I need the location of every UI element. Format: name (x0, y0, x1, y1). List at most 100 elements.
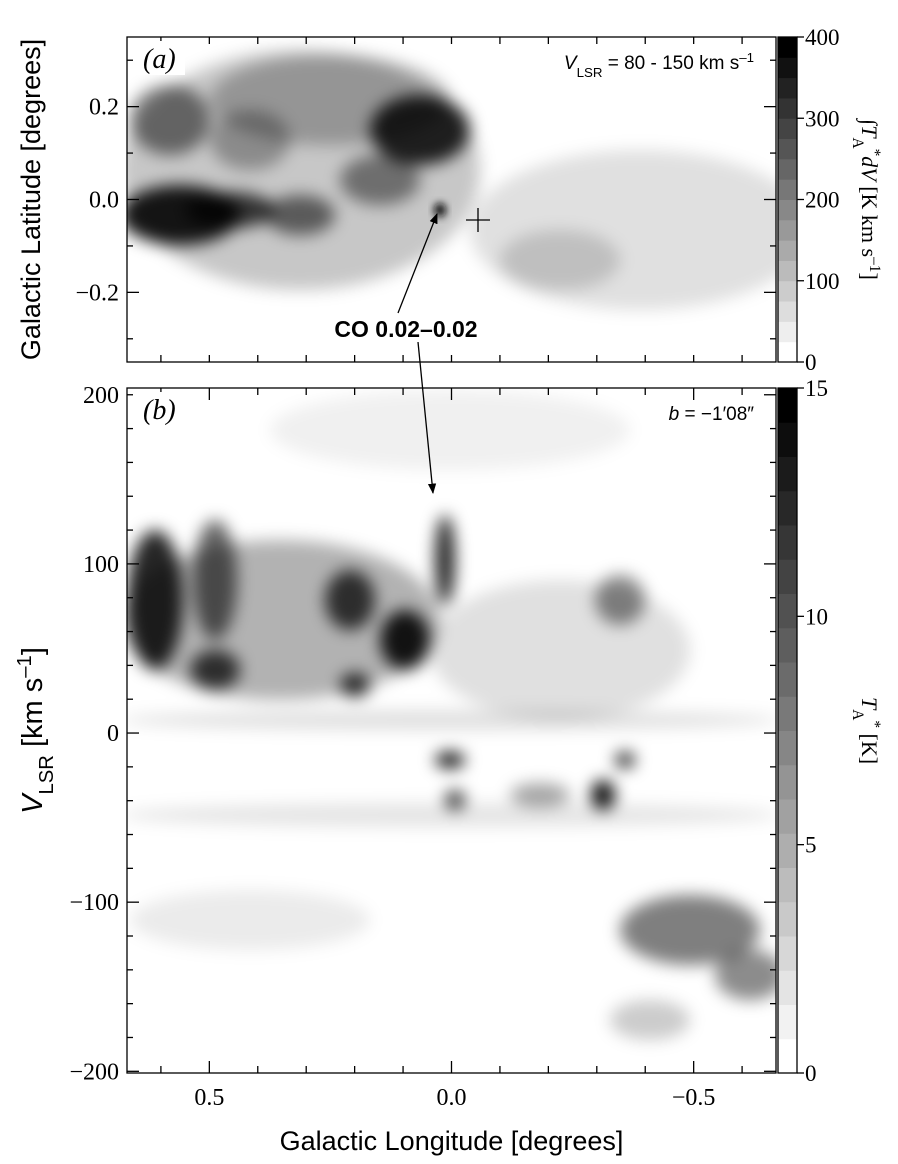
colorbar-step (778, 730, 797, 766)
colorbar-step (778, 696, 797, 731)
colorbar-label: TA* [K] (850, 697, 884, 764)
text-part: [km s (17, 678, 49, 755)
y-tick-label: 0 (107, 721, 119, 747)
colorbar-frame (777, 387, 798, 1074)
text-part: [K km s (857, 181, 882, 257)
colorbar-tick-label: 10 (805, 604, 828, 629)
text-part: ∫ (856, 117, 882, 127)
callout-arrow (417, 341, 437, 495)
panel-label: (b) (143, 395, 176, 426)
colorbar-tick-label: 300 (805, 106, 840, 131)
text-part: LSR (577, 65, 603, 80)
y-tick-label: −200 (69, 1059, 119, 1085)
colorbar-step (778, 158, 797, 180)
text-part: = −1′08″ (679, 404, 754, 425)
colorbar-step (778, 799, 797, 834)
text-part: LSR (36, 755, 58, 794)
colorbar-step (778, 422, 797, 457)
colorbar-step (778, 970, 797, 1005)
colorbar-step (778, 833, 797, 868)
colorbar-step (778, 199, 797, 221)
colorbar-step (778, 559, 797, 594)
colorbar-step (778, 867, 797, 903)
colorbar-step (778, 1004, 797, 1040)
colorbar-step (778, 118, 797, 140)
colorbar-step (778, 219, 797, 241)
colorbar-step (778, 593, 797, 629)
colorbar-step (778, 321, 797, 343)
colorbar-step (778, 77, 797, 99)
emission-map-b (127, 390, 776, 1040)
emission-map-a (127, 50, 776, 310)
x-axis-label: Galactic Longitude [degrees] (280, 1126, 624, 1156)
text-part: = 80 - 150 km s (602, 53, 739, 74)
text-part: A (850, 709, 867, 720)
panel-frame (126, 387, 777, 1074)
colorbar-step (778, 456, 797, 492)
colorbar-tick-label: 400 (805, 25, 840, 50)
colorbar-tick-label: 200 (805, 188, 840, 213)
text-part: T (857, 697, 882, 711)
colorbar-tick-label: 5 (805, 833, 817, 858)
x-tick-label: −0.5 (672, 1085, 716, 1111)
text-part: V (17, 792, 49, 814)
colorbar-step (778, 301, 797, 322)
y-tick-label: 0.2 (89, 95, 119, 121)
colorbar-step (778, 662, 797, 697)
text-part: –1 (739, 50, 754, 65)
colorbar-step (778, 179, 797, 200)
y-axis-label: Galactic Latitude [degrees] (16, 39, 46, 360)
y-tick-label: 100 (83, 552, 119, 578)
y-tick-label: −0.2 (75, 280, 119, 306)
panel-label-bg (133, 392, 185, 426)
colorbar-step (778, 341, 797, 363)
colorbar-step (778, 901, 797, 937)
cross-marker (466, 208, 490, 232)
colorbar-step (778, 240, 797, 261)
colorbar-step (778, 1038, 797, 1074)
colorbar-step (778, 138, 797, 160)
y-tick-label: 0.0 (89, 188, 119, 214)
text-part: V (564, 53, 579, 74)
colorbar-label: ∫TA*dV [K km s–1] (850, 117, 884, 280)
colorbar-step (778, 260, 797, 282)
colorbar-step (778, 764, 797, 800)
text-part: dV (857, 156, 882, 183)
text-part: A (850, 137, 867, 148)
colorbar-tick-label: 100 (805, 269, 840, 294)
annotation: VLSR = 80 - 150 km s–1 (564, 50, 754, 80)
panel-label-bg (133, 41, 185, 75)
x-tick-label: 0.5 (194, 1085, 224, 1111)
colorbar-step (778, 280, 797, 302)
callout-label: CO 0.02–0.02 (334, 316, 477, 342)
colorbar-step (778, 57, 797, 79)
colorbar-step (778, 936, 797, 971)
y-axis-label: VLSR [km s–1] (14, 647, 58, 814)
colorbar-step (778, 97, 797, 119)
colorbar-tick-label: 0 (805, 350, 817, 375)
text-part: [K] (857, 728, 882, 764)
x-tick-label: 0.0 (437, 1085, 467, 1111)
text-part: * (867, 149, 884, 157)
colorbar-tick-label: 15 (805, 376, 828, 401)
colorbar-tick-label: 0 (805, 1061, 817, 1086)
text-part: –1 (867, 256, 884, 272)
callout-arrow (397, 213, 438, 314)
text-part: * (867, 720, 884, 728)
annotation: b = −1′08″ (669, 404, 755, 425)
y-tick-label: 200 (83, 383, 119, 409)
colorbar-step (778, 627, 797, 663)
callout-bg (318, 314, 494, 342)
colorbar-step (778, 490, 797, 526)
text-part: T (857, 125, 882, 139)
panel-label: (a) (143, 44, 176, 75)
colorbar-step (778, 37, 797, 58)
text-part: ] (17, 647, 49, 655)
text-part: b (669, 404, 680, 425)
colorbar-step (778, 525, 797, 560)
colorbar-step (778, 388, 797, 423)
text-part: ] (857, 273, 882, 280)
text-part: –1 (14, 655, 36, 678)
y-tick-label: −100 (69, 890, 119, 916)
